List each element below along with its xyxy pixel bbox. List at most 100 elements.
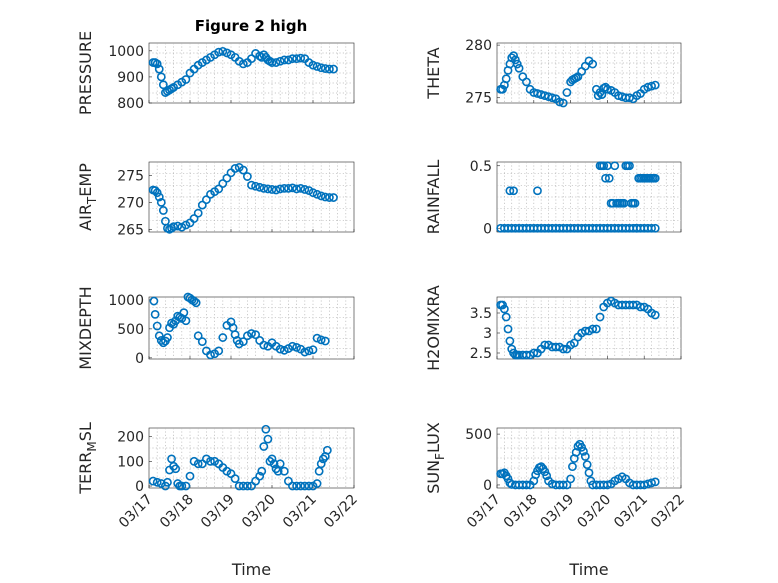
data-point: [169, 222, 178, 232]
data-point: [238, 59, 248, 69]
data-point: [230, 164, 240, 173]
x-tick-label: 03/22: [321, 492, 361, 532]
data-point: [259, 442, 269, 451]
data-point: [320, 336, 330, 346]
series-points: [148, 162, 338, 234]
x-tick-label: 03/17: [464, 492, 504, 532]
data-point: [610, 161, 620, 171]
data-point: [647, 478, 656, 488]
y-tick-label: 900: [117, 70, 144, 86]
x-tick-label: 03/21: [280, 492, 320, 532]
series-points: [496, 439, 660, 490]
data-point: [156, 197, 166, 207]
y-tick-label: 100: [117, 454, 144, 470]
data-point: [158, 80, 168, 90]
data-point: [318, 454, 328, 464]
grid: [497, 162, 681, 232]
data-point: [599, 161, 609, 171]
data-point: [173, 221, 183, 231]
data-point: [271, 185, 281, 195]
data-point: [505, 336, 515, 346]
data-point: [154, 192, 164, 202]
data-point: [501, 74, 511, 84]
data-point: [312, 479, 322, 488]
data-point: [275, 184, 285, 194]
data-point: [181, 316, 191, 326]
grid: [149, 162, 354, 232]
data-point: [588, 59, 598, 69]
data-point: [206, 350, 215, 360]
x-axis-title: Time: [231, 560, 271, 579]
data-point: [283, 55, 293, 65]
data-point: [218, 333, 228, 342]
data-point: [292, 343, 301, 352]
y-tick-label: 275: [465, 91, 492, 107]
data-point: [308, 188, 318, 198]
data-point: [304, 481, 314, 491]
data-point: [558, 344, 568, 354]
data-point: [603, 84, 612, 94]
data-point: [247, 180, 256, 190]
data-point: [201, 195, 211, 205]
data-point: [582, 460, 592, 470]
x-tick-label: 03/20: [239, 492, 279, 532]
y-tick-label: 280: [465, 38, 492, 54]
data-point: [163, 477, 172, 487]
y-axis-title: TERRMSL: [76, 422, 99, 495]
x-tick-label: 03/20: [574, 492, 614, 532]
y-axis-title: MIXDEPTH: [76, 286, 95, 369]
data-point: [179, 308, 189, 318]
data-point: [158, 206, 168, 215]
y-tick-label: 3.5: [470, 306, 492, 322]
data-point: [529, 348, 539, 358]
y-tick-label: 3: [483, 326, 492, 342]
data-point: [189, 214, 199, 223]
data-point: [288, 54, 297, 64]
series-points: [496, 51, 660, 108]
data-point: [566, 474, 575, 484]
data-point: [149, 296, 159, 306]
data-point: [312, 62, 322, 71]
data-point: [316, 459, 326, 469]
data-point: [558, 480, 568, 490]
data-point: [163, 333, 172, 342]
data-point: [185, 471, 195, 481]
y-axis-title: SUNFLUX: [424, 422, 447, 494]
data-point: [154, 331, 164, 341]
data-point: [625, 161, 634, 171]
data-point: [292, 184, 301, 194]
data-point: [259, 183, 269, 193]
data-point: [214, 346, 224, 356]
data-point: [324, 64, 334, 74]
data-point: [275, 459, 285, 469]
data-point: [279, 183, 289, 193]
series-points: [496, 161, 660, 233]
subplot-5: 0 500 1000 MIXDEPTH: [76, 286, 355, 370]
data-point: [316, 335, 326, 345]
data-point: [292, 54, 301, 64]
data-point: [501, 312, 511, 322]
data-point: [558, 98, 568, 108]
x-tick-label: 03/19: [538, 492, 578, 532]
data-point: [579, 446, 588, 456]
data-point: [255, 471, 265, 481]
x-tick-label: 03/17: [116, 492, 156, 532]
subplot-1: 800 900 1000 PRESSURE: [76, 31, 355, 115]
x-tick-label: 03/18: [157, 492, 197, 532]
x-axis-title: Time: [568, 560, 608, 579]
data-point: [267, 454, 277, 464]
data-point: [547, 93, 557, 103]
data-point: [312, 333, 322, 343]
data-point: [171, 464, 181, 474]
data-point: [514, 63, 524, 73]
data-point: [588, 324, 598, 334]
data-point: [152, 477, 162, 487]
data-point: [584, 468, 594, 478]
x-tick-label: 03/21: [611, 492, 651, 532]
series-points: [148, 424, 332, 491]
data-point: [279, 345, 289, 355]
x-tick-label: 03/18: [501, 492, 541, 532]
data-point: [181, 481, 191, 491]
